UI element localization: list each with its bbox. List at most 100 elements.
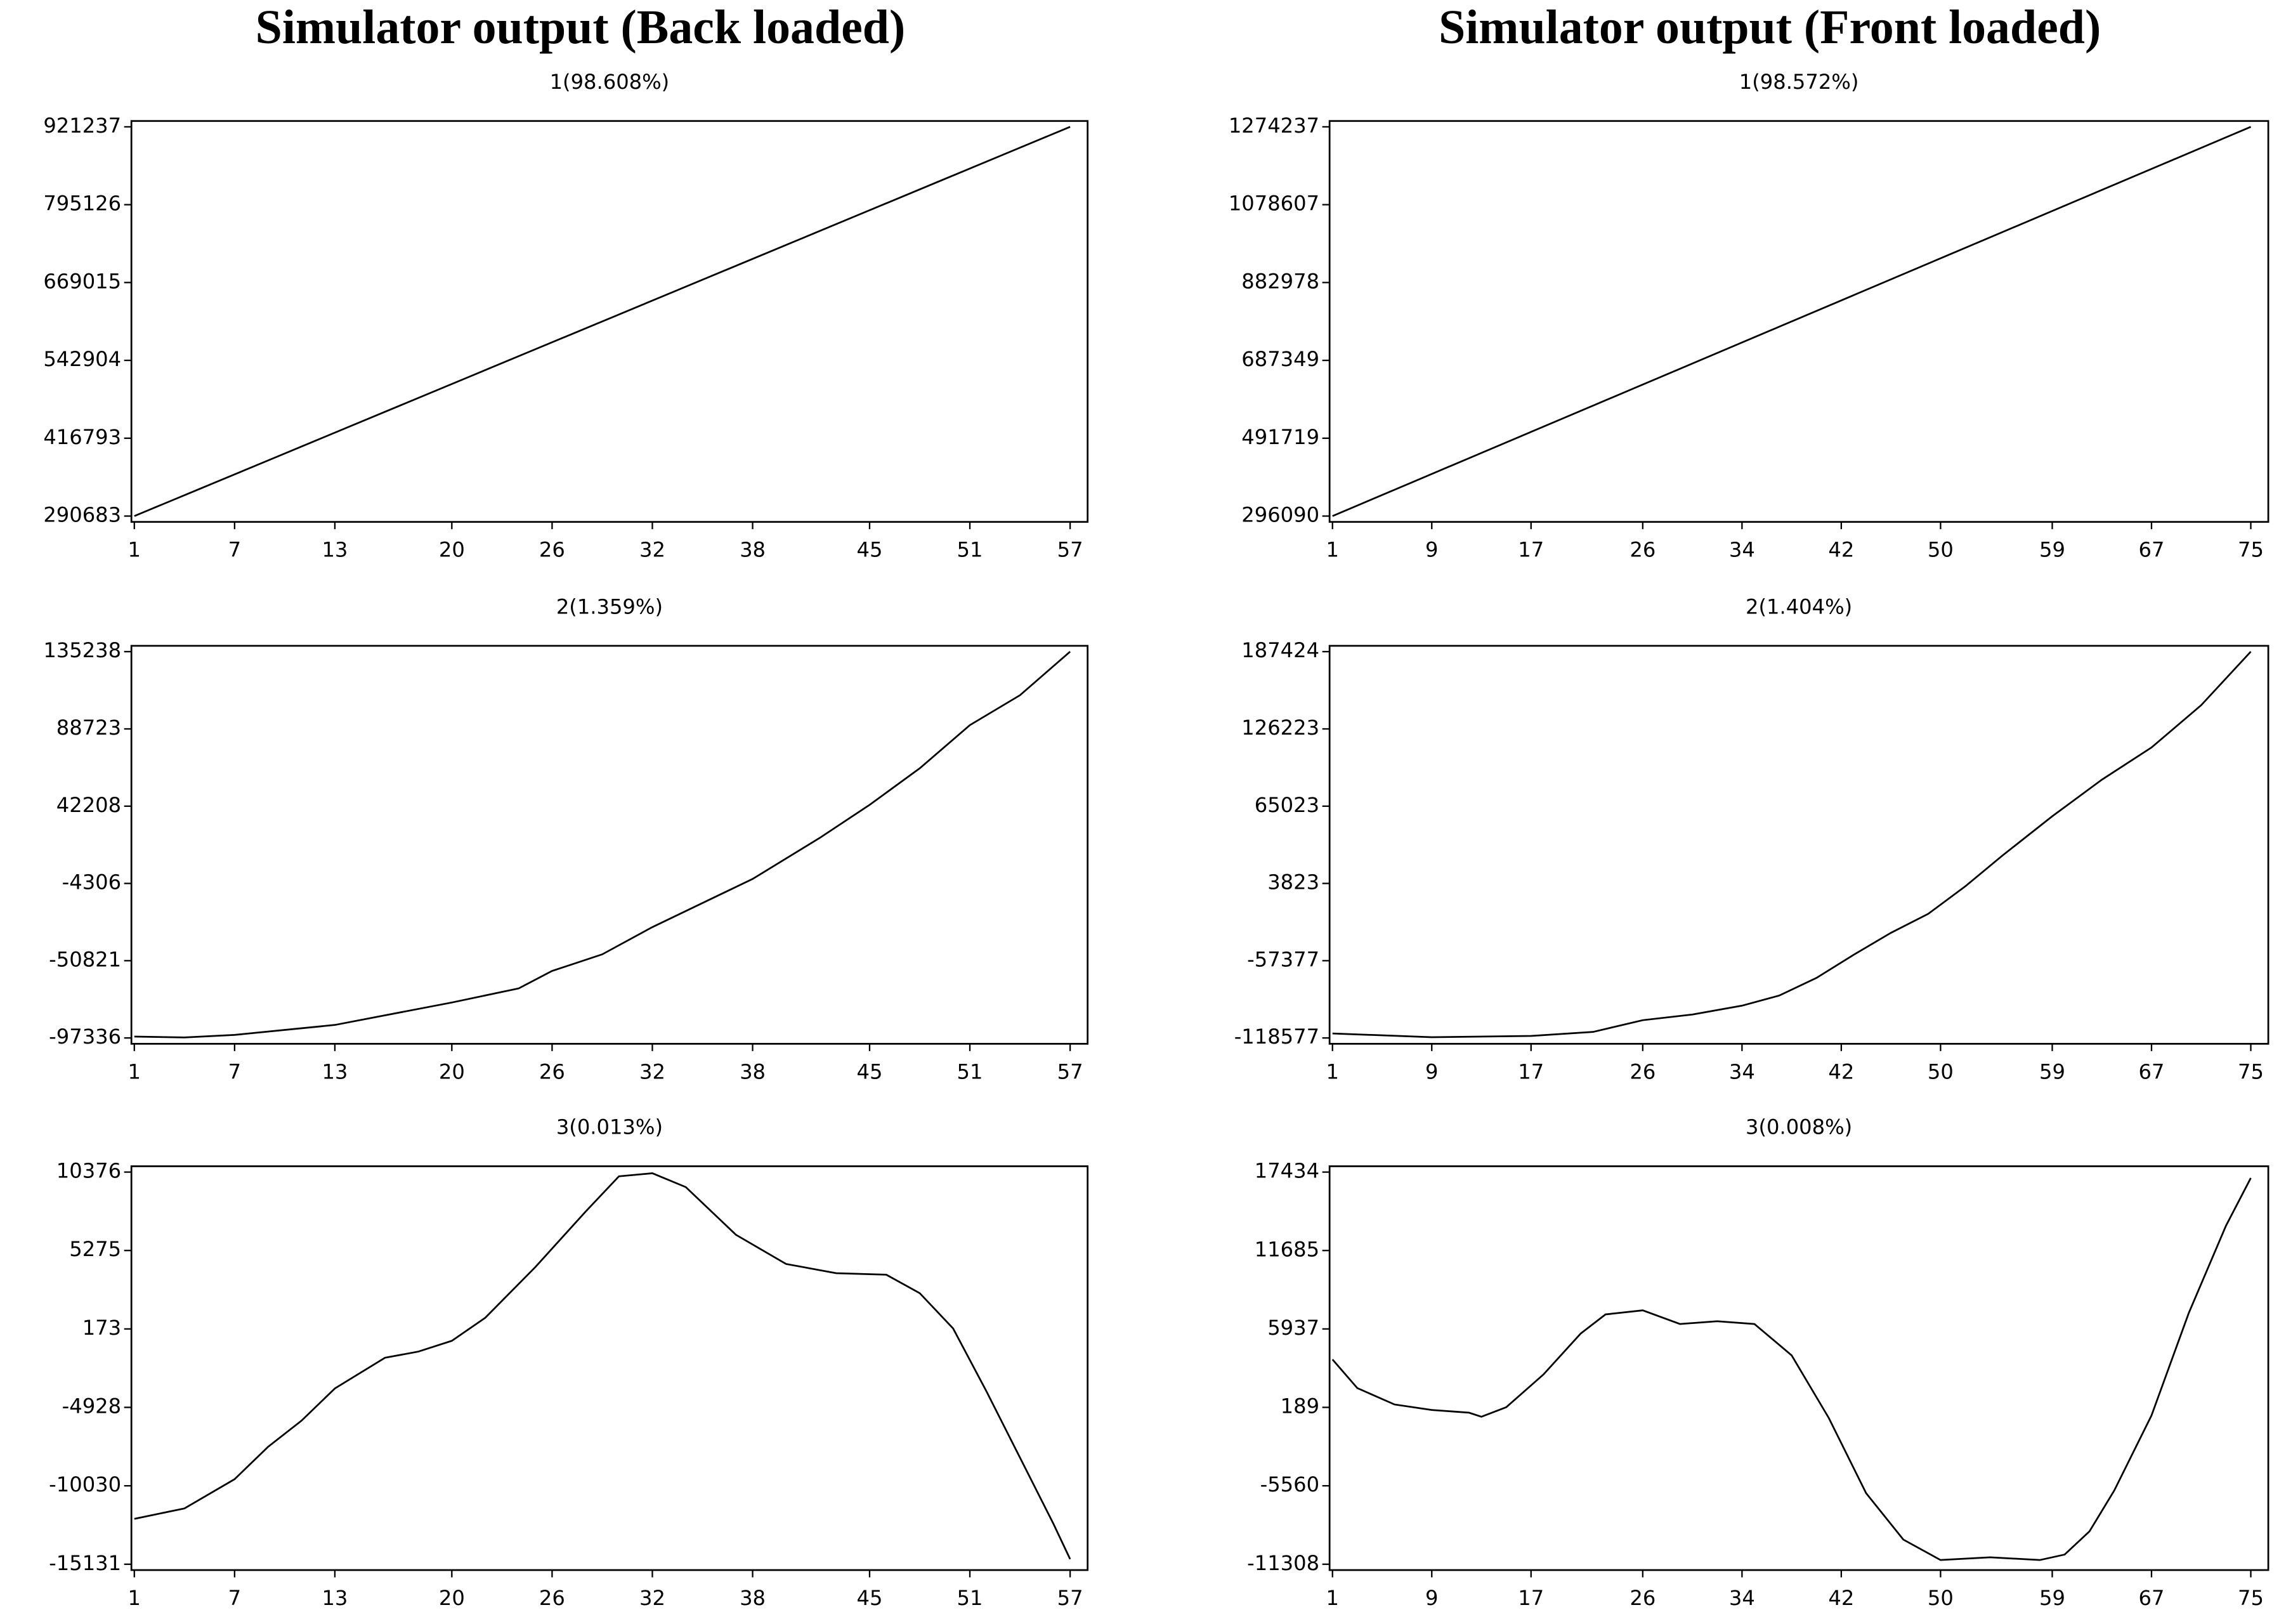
y-tick-label: 88723 [56, 716, 121, 740]
x-tick-label: 45 [856, 538, 882, 562]
x-tick-label: 67 [2139, 1586, 2165, 1610]
x-tick-label: 45 [856, 1586, 882, 1610]
x-tick-label: 1 [1326, 538, 1339, 562]
x-tick-label: 51 [957, 1059, 983, 1084]
data-line [1332, 126, 2252, 517]
x-tick-label: 1 [128, 538, 141, 562]
chart-subtitle: 2(1.359%) [556, 594, 663, 619]
chart-subtitle: 2(1.404%) [1746, 594, 1852, 619]
x-tick-label: 32 [639, 538, 665, 562]
x-tick-label: 9 [1425, 1059, 1438, 1084]
chart-title: Simulator output (Back loaded) [256, 1, 906, 54]
y-tick-label: 173 [82, 1316, 121, 1340]
x-tick-label: 32 [639, 1586, 665, 1610]
x-tick-label: 7 [228, 1059, 241, 1084]
x-tick-label: 59 [2039, 538, 2065, 562]
x-tick-label: 20 [439, 538, 465, 562]
x-tick-label: 57 [1057, 1059, 1083, 1084]
data-line [134, 651, 1071, 1038]
x-tick-label: 1 [1326, 1586, 1339, 1610]
y-tick-label: 687349 [1241, 347, 1319, 371]
x-tick-label: 50 [1928, 1586, 1954, 1610]
y-tick-label: 187424 [1241, 638, 1319, 662]
data-line [1332, 651, 2252, 1038]
y-tick-label: 882978 [1241, 269, 1319, 293]
chart-subtitle: 1(98.572%) [1739, 70, 1859, 94]
y-tick-label: 11685 [1255, 1237, 1319, 1261]
data-line [1331, 1177, 2252, 1561]
y-tick-label: 5937 [1267, 1316, 1319, 1340]
data-line [134, 1172, 1071, 1560]
x-tick-label: 45 [856, 1059, 882, 1084]
x-tick-label: 9 [1425, 1586, 1438, 1610]
y-tick-label: -4928 [62, 1394, 121, 1418]
x-tick-label: 17 [1518, 538, 1544, 562]
x-tick-label: 26 [539, 538, 565, 562]
y-tick-label: 135238 [43, 638, 121, 662]
y-tick-label: -57377 [1247, 947, 1319, 971]
x-tick-label: 13 [322, 1059, 348, 1084]
chart-title: Simulator output (Front loaded) [1439, 1, 2101, 54]
y-tick-label: 1274237 [1229, 114, 1319, 138]
plot-frame [1328, 645, 2270, 1045]
chart-subtitle: 3(0.013%) [556, 1115, 663, 1139]
x-tick-label: 26 [1630, 538, 1656, 562]
x-tick-label: 7 [228, 538, 241, 562]
y-tick-label: -11308 [1247, 1551, 1319, 1575]
plot-frame [130, 645, 1089, 1045]
plot-frame [1328, 120, 2270, 523]
x-tick-label: 32 [639, 1059, 665, 1084]
plot-frame [130, 120, 1089, 523]
y-tick-label: 65023 [1255, 793, 1319, 817]
x-tick-label: 42 [1828, 1586, 1854, 1610]
plot-frame [1328, 1165, 2270, 1571]
y-tick-label: 126223 [1241, 716, 1319, 740]
x-tick-label: 75 [2238, 1059, 2264, 1084]
x-tick-label: 7 [228, 1586, 241, 1610]
x-tick-label: 34 [1729, 538, 1755, 562]
x-tick-label: 38 [740, 1059, 766, 1084]
y-tick-label: 921237 [43, 114, 121, 138]
y-tick-label: 542904 [43, 347, 121, 371]
x-tick-label: 17 [1518, 1586, 1544, 1610]
y-tick-label: -97336 [49, 1025, 121, 1049]
y-tick-label: 189 [1281, 1394, 1319, 1418]
y-tick-label: 42208 [56, 793, 121, 817]
data-line [134, 126, 1071, 517]
x-tick-label: 57 [1057, 538, 1083, 562]
y-tick-label: -50821 [49, 947, 121, 971]
x-tick-label: 67 [2139, 1059, 2165, 1084]
chart-subtitle: 3(0.008%) [1746, 1115, 1852, 1139]
y-tick-label: 296090 [1241, 503, 1319, 527]
x-tick-label: 42 [1828, 538, 1854, 562]
x-tick-label: 59 [2039, 1586, 2065, 1610]
x-tick-label: 75 [2238, 1586, 2264, 1610]
y-tick-label: 795126 [43, 192, 121, 216]
x-tick-label: 50 [1928, 1059, 1954, 1084]
x-tick-label: 42 [1828, 1059, 1854, 1084]
x-tick-label: 20 [439, 1586, 465, 1610]
x-tick-label: 17 [1518, 1059, 1544, 1084]
x-tick-label: 34 [1729, 1059, 1755, 1084]
x-tick-label: 9 [1425, 538, 1438, 562]
x-tick-label: 26 [1630, 1059, 1656, 1084]
x-tick-label: 50 [1928, 538, 1954, 562]
y-tick-label: 17434 [1255, 1159, 1319, 1183]
y-tick-label: 491719 [1241, 425, 1319, 449]
y-tick-label: 10376 [56, 1159, 121, 1183]
x-tick-label: 67 [2139, 538, 2165, 562]
x-tick-label: 26 [1630, 1586, 1656, 1610]
x-tick-label: 26 [539, 1059, 565, 1084]
plot-frame [130, 1165, 1089, 1571]
x-tick-label: 1 [1326, 1059, 1339, 1084]
y-tick-label: 290683 [43, 503, 121, 527]
y-tick-label: 3823 [1267, 870, 1319, 894]
y-tick-label: -4306 [62, 870, 121, 894]
x-tick-label: 13 [322, 1586, 348, 1610]
y-tick-label: 1078607 [1229, 192, 1319, 216]
x-tick-label: 59 [2039, 1059, 2065, 1084]
x-tick-label: 34 [1729, 1586, 1755, 1610]
y-tick-label: -10030 [49, 1472, 121, 1496]
x-tick-label: 51 [957, 538, 983, 562]
